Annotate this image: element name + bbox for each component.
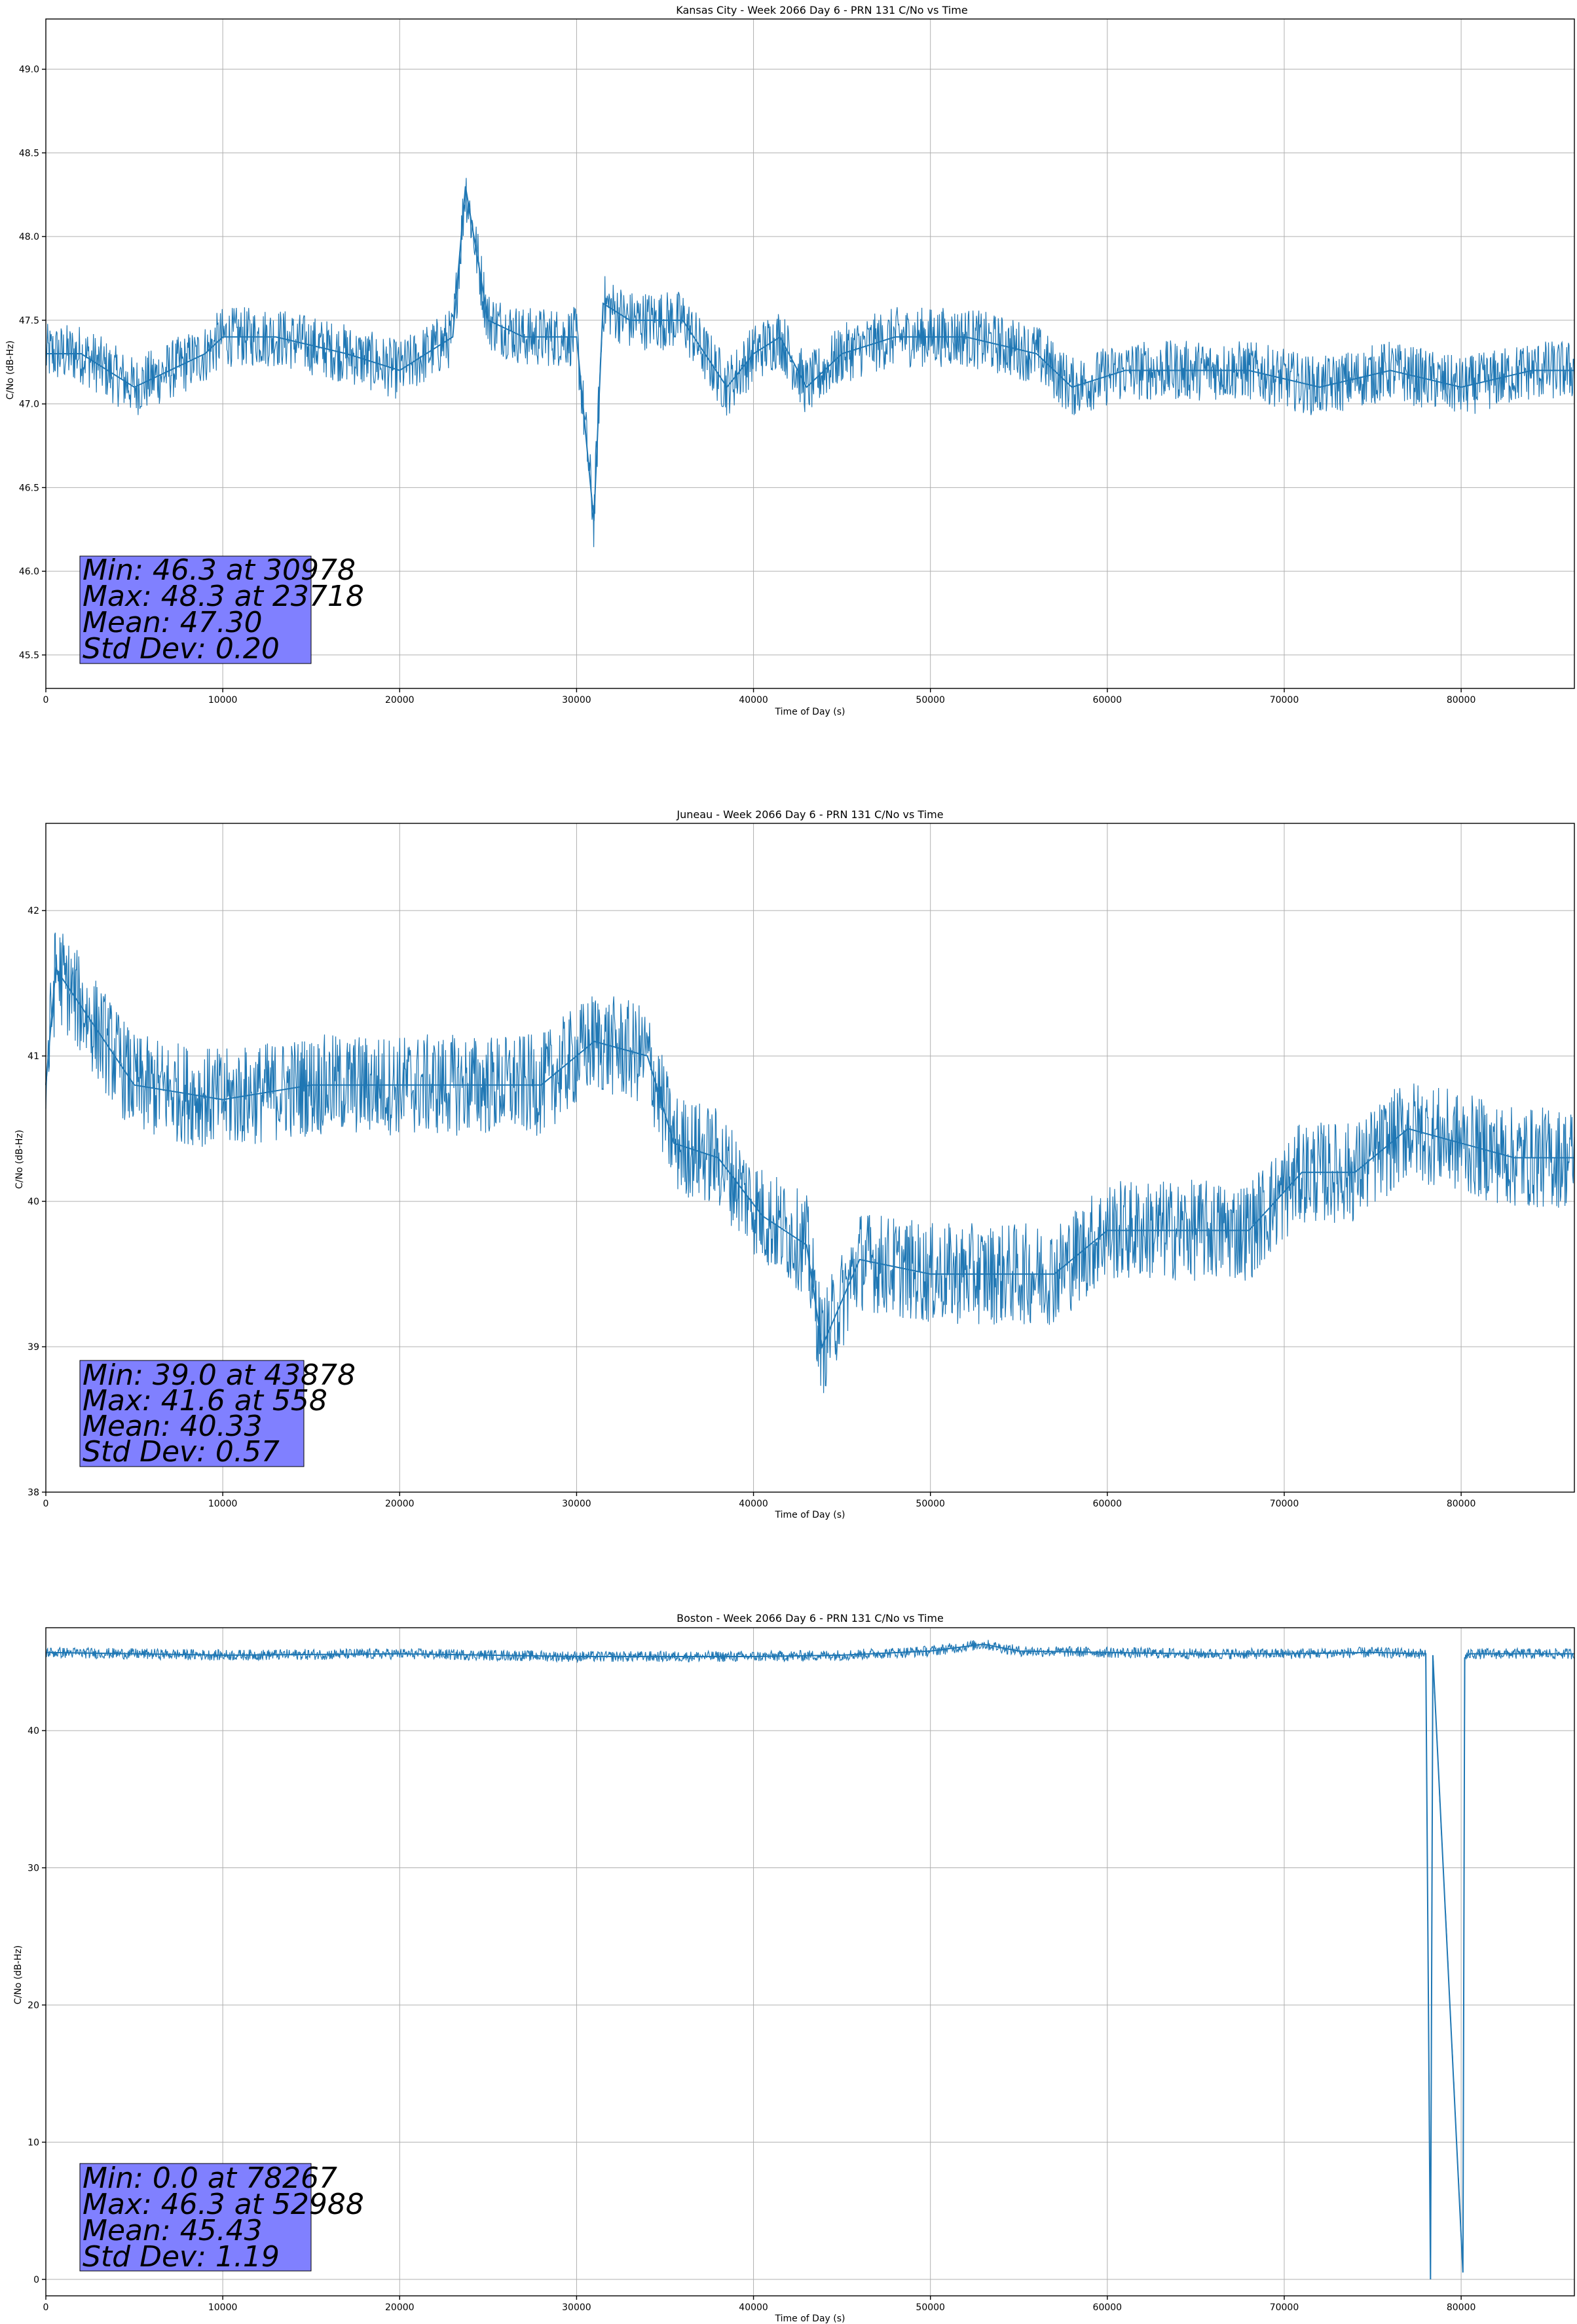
axis-ticks: 0 10000 20000 30000 40000 50000 60000 70000 8000… [28,906,1475,1509]
x-tick-label: 10000 [208,695,238,705]
y-axis-label: C/No (dB-Hz) [5,341,16,400]
stats-min-label: Min: 39.0 at 43878 [83,1359,356,1392]
stats-stddev-label: Std Dev: 0.57 [83,1435,280,1469]
chart-title: Juneau - Week 2066 Day 6 - PRN 131 C/No … [676,808,943,821]
x-tick-label: 40000 [739,695,768,705]
x-tick-label: 20000 [385,695,415,705]
y-tick-label: 0 [33,2275,39,2285]
x-tick-label: 80000 [1447,695,1476,705]
grid-lines [45,19,1574,688]
x-tick-label: 60000 [1093,1499,1122,1509]
plot-frame [45,1627,1575,2296]
stats-mean-label: Mean: 47.30 [83,606,263,639]
y-tick-label: 41 [28,1051,39,1062]
series-line [45,1643,1574,2279]
x-tick-label: 30000 [562,2302,591,2313]
stats-min-label: Min: 46.3 at 30978 [83,553,356,587]
y-tick-label: 10 [28,2137,39,2148]
stats-box [79,2163,312,2272]
x-tick-label: 70000 [1270,1499,1299,1509]
x-tick-label: 70000 [1270,2302,1299,2313]
x-tick-label: 0 [43,1499,49,1509]
x-tick-label: 0 [43,695,49,705]
y-tick-label: 39 [28,1342,39,1353]
x-tick-label: 60000 [1093,695,1122,705]
stats-mean-label: Mean: 40.33 [83,1410,263,1443]
axis-ticks: 0 10000 20000 30000 40000 50000 60000 70000 8000… [19,65,1476,705]
plot-frame [45,18,1575,689]
x-tick-label: 30000 [562,1499,591,1509]
y-axis-label: C/No (dB-Hz) [14,1130,25,1189]
y-tick-label: 47.0 [19,400,39,410]
stats-stddev-label: Std Dev: 0.20 [83,632,280,665]
stats-max-label: Max: 48.3 at 23718 [83,580,364,613]
x-tick-label: 40000 [739,1499,768,1509]
y-tick-label: 45.5 [19,650,39,661]
x-tick-label: 20000 [385,2302,415,2313]
y-tick-label: 42 [28,906,39,916]
axis-ticks: 0 10000 20000 30000 40000 50000 60000 70000 8000… [28,1726,1475,2313]
stats-max-label: Max: 46.3 at 52988 [83,2188,364,2221]
series-trace [45,178,1575,548]
stats-min-label: Min: 0.0 at 78267 [83,2162,337,2195]
stats-box [79,555,312,664]
series-line [45,967,1574,1349]
y-tick-label: 47.5 [19,316,39,326]
series-trace [45,932,1575,1393]
y-tick-label: 40 [28,1197,39,1207]
y-tick-label: 48.0 [19,232,39,242]
plot-frame [45,823,1575,1493]
stats-mean-label: Mean: 45.43 [83,2214,263,2247]
y-axis-label: C/No (dB-Hz) [13,1945,24,2004]
chart-title: Kansas City - Week 2066 Day 6 - PRN 131 … [676,4,967,16]
x-tick-label: 50000 [916,695,945,705]
x-axis-label: Time of Day (s) [775,707,845,717]
x-axis-label: Time of Day (s) [775,1510,845,1520]
stats-stddev-label: Std Dev: 1.19 [83,2240,280,2274]
series-area [45,178,1575,548]
y-tick-label: 20 [28,2000,39,2011]
series-area [45,932,1575,1393]
stats-box [79,1360,305,1467]
stats-max-label: Max: 41.6 at 558 [83,1384,327,1417]
y-tick-label: 49.0 [19,65,39,75]
y-tick-label: 46.5 [19,483,39,493]
x-tick-label: 20000 [385,1499,415,1509]
y-tick-label: 48.5 [19,148,39,159]
chart-juneau: Juneau - Week 2066 Day 6 - PRN 131 C/No … [14,808,1575,1520]
series-area [45,1640,1575,2279]
x-tick-label: 50000 [916,2302,945,2313]
x-tick-label: 30000 [562,695,591,705]
chart-title: Boston - Week 2066 Day 6 - PRN 131 C/No … [677,1612,944,1624]
x-tick-label: 40000 [739,2302,768,2313]
x-tick-label: 50000 [916,1499,945,1509]
chart-kansas-city: Kansas City - Week 2066 Day 6 - PRN 131 … [5,4,1575,717]
x-tick-label: 70000 [1270,695,1299,705]
x-axis-label: Time of Day (s) [775,2314,845,2324]
y-tick-label: 38 [28,1488,39,1498]
y-tick-label: 30 [28,1864,39,1874]
x-tick-label: 10000 [208,2302,238,2313]
x-tick-label: 10000 [208,1499,238,1509]
y-tick-label: 46.0 [19,567,39,577]
x-tick-label: 0 [43,2302,49,2313]
x-tick-label: 80000 [1447,1499,1476,1509]
x-tick-label: 60000 [1093,2302,1122,2313]
series-line [46,186,1574,521]
chart-boston: Boston - Week 2066 Day 6 - PRN 131 C/No … [13,1612,1575,2324]
y-tick-label: 40 [28,1726,39,1736]
x-tick-label: 80000 [1447,2302,1476,2313]
